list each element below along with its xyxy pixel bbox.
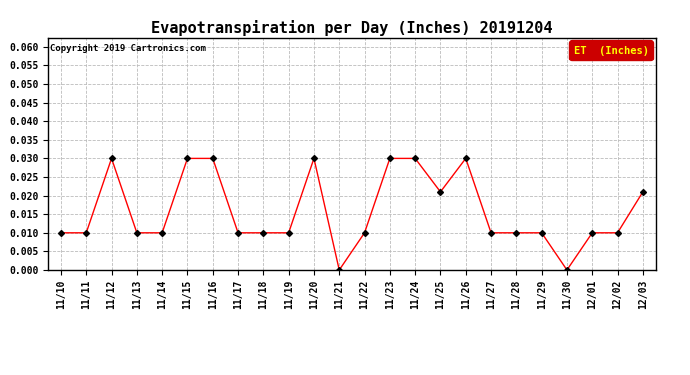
Title: Evapotranspiration per Day (Inches) 20191204: Evapotranspiration per Day (Inches) 2019… — [151, 20, 553, 36]
Legend: ET  (Inches): ET (Inches) — [569, 40, 653, 60]
Text: Copyright 2019 Cartronics.com: Copyright 2019 Cartronics.com — [50, 45, 206, 54]
